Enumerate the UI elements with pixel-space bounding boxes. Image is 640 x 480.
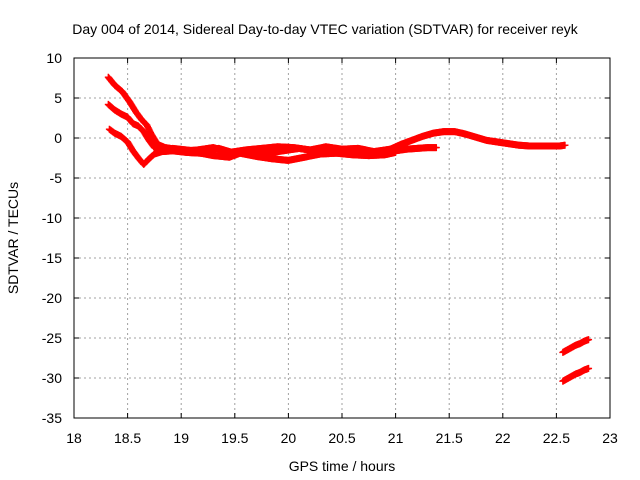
series-segment-a [559,336,593,356]
y-tick-label: -35 [42,410,62,426]
chart-title: Day 004 of 2014, Sidereal Day-to-day VTE… [72,21,578,37]
y-tick-label: -15 [42,250,62,266]
x-tick-label: 21 [388,430,404,446]
x-tick-label: 22 [495,430,511,446]
x-axis-title: GPS time / hours [289,458,396,474]
x-tick-label: 18 [66,430,82,446]
data-point [432,144,440,152]
series-track-lower [105,125,400,168]
x-tick-label: 20 [281,430,297,446]
y-tick-label: 10 [46,50,62,66]
y-tick-label: -10 [42,210,62,226]
y-tick-label: 5 [54,90,62,106]
y-tick-label: -25 [42,330,62,346]
x-tick-label: 21.5 [436,430,463,446]
x-tick-label: 23 [602,430,618,446]
x-tick-label: 19.5 [221,430,248,446]
y-tick-label: -5 [50,170,63,186]
data-point [585,364,593,372]
x-tick-label: 18.5 [114,430,141,446]
data-point [585,336,593,344]
x-tick-label: 20.5 [328,430,355,446]
x-tick-label: 22.5 [543,430,570,446]
x-tick-label: 19 [173,430,189,446]
series-track-upper [104,73,569,156]
y-tick-label: -30 [42,370,62,386]
series-segment-b [559,364,593,385]
y-axis-title: SDTVAR / TECUs [5,182,21,294]
y-tick-labels: 10 5 0 -5 -10 -15 -20 -25 -30 -35 [42,50,62,426]
axis-ticks [73,57,611,419]
y-tick-label: 0 [54,130,62,146]
y-tick-label: -20 [42,290,62,306]
data-point [561,141,569,149]
data-series [104,73,593,385]
x-tick-labels: 18 18.5 19 19.5 20 20.5 21 21.5 22 22.5 23 [66,430,618,446]
grid [74,58,610,418]
data-point [392,148,400,156]
